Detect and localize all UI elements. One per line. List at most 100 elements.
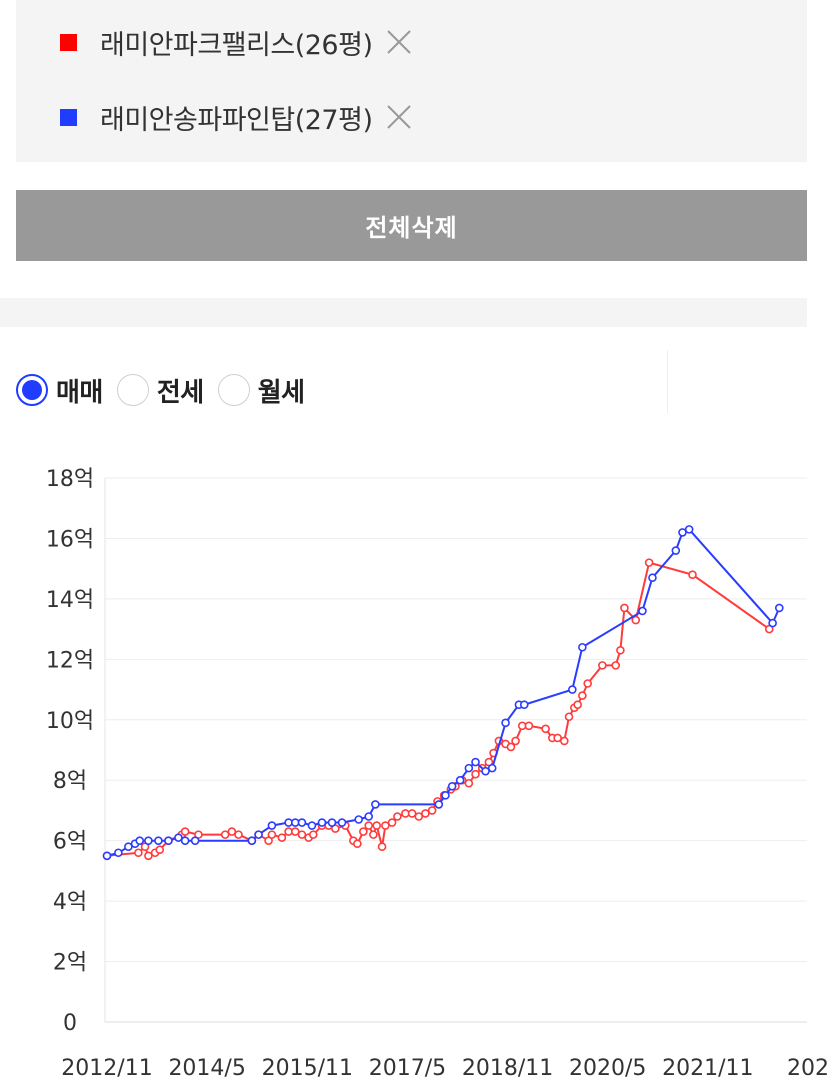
data-point bbox=[560, 736, 569, 746]
data-point bbox=[369, 830, 378, 839]
data-point bbox=[220, 830, 230, 839]
data-point bbox=[277, 833, 287, 842]
radio-label-monthly: 월세 bbox=[257, 377, 305, 408]
data-point bbox=[421, 809, 430, 818]
data-point bbox=[464, 778, 474, 788]
legend-item-park-palace: 래미안파크팰리스(26평) bbox=[60, 22, 414, 62]
data-point bbox=[135, 836, 145, 845]
data-point bbox=[308, 830, 318, 839]
data-point bbox=[583, 679, 592, 688]
close-icon[interactable] bbox=[384, 27, 414, 57]
radio-option-jeonse[interactable]: 전세 bbox=[116, 372, 204, 409]
data-point bbox=[180, 836, 190, 845]
data-point bbox=[501, 718, 510, 728]
data-point bbox=[154, 836, 163, 845]
x-tick-label: 202 bbox=[787, 1056, 827, 1081]
data-point bbox=[267, 821, 277, 830]
x-tick-label: 2017/5 bbox=[369, 1056, 446, 1081]
data-point bbox=[114, 848, 123, 858]
data-point bbox=[407, 809, 417, 818]
data-point bbox=[134, 848, 143, 858]
data-point bbox=[427, 806, 437, 815]
y-tick-label: 10억 bbox=[46, 709, 94, 734]
data-point bbox=[353, 839, 362, 848]
compare-legend-panel: 래미안파크팰리스(26평) 래미안송파파인탑(27평) bbox=[16, 0, 807, 162]
data-point bbox=[297, 818, 307, 827]
data-point bbox=[638, 606, 647, 616]
data-point bbox=[506, 742, 516, 752]
radio-option-monthly[interactable]: 월세 bbox=[217, 372, 305, 409]
delete-all-button[interactable]: 전체삭제 bbox=[16, 190, 807, 261]
data-point bbox=[124, 842, 133, 852]
data-point bbox=[519, 700, 529, 709]
legend-label: 래미안파크팰리스(26평) bbox=[100, 29, 373, 61]
data-point bbox=[381, 821, 390, 830]
data-point bbox=[372, 821, 382, 830]
close-icon[interactable] bbox=[384, 102, 414, 132]
data-point bbox=[768, 618, 777, 628]
data-point bbox=[524, 721, 534, 731]
data-point bbox=[648, 573, 657, 583]
x-tick-label: 2020/5 bbox=[569, 1056, 646, 1081]
data-point bbox=[102, 851, 112, 861]
x-tick-label: 2015/11 bbox=[262, 1056, 353, 1081]
data-point bbox=[644, 558, 654, 567]
data-point bbox=[511, 736, 520, 746]
data-point bbox=[573, 700, 582, 709]
y-tick-label: 16억 bbox=[46, 527, 94, 552]
data-point bbox=[541, 724, 550, 734]
data-point bbox=[155, 845, 165, 855]
data-point bbox=[434, 800, 444, 809]
data-point bbox=[234, 830, 243, 839]
data-point bbox=[359, 827, 368, 836]
x-tick-label: 2014/5 bbox=[168, 1056, 245, 1081]
data-point bbox=[684, 525, 694, 534]
data-point bbox=[247, 836, 257, 845]
x-tick-label: 2018/11 bbox=[462, 1056, 553, 1081]
data-point bbox=[598, 661, 607, 670]
radio-unchecked-icon[interactable] bbox=[217, 374, 250, 406]
y-tick-label: 2억 bbox=[53, 951, 87, 976]
data-point bbox=[455, 775, 465, 785]
data-point bbox=[414, 812, 424, 821]
x-tick-label: 2021/11 bbox=[662, 1056, 753, 1081]
y-tick-label: 12억 bbox=[46, 648, 94, 673]
data-point bbox=[297, 830, 307, 839]
radio-checked-icon[interactable] bbox=[16, 374, 48, 406]
data-point bbox=[144, 851, 153, 861]
data-point bbox=[620, 603, 629, 613]
data-point bbox=[254, 830, 263, 839]
data-point bbox=[447, 781, 457, 791]
data-point bbox=[364, 812, 374, 821]
data-point bbox=[487, 763, 497, 773]
price-trend-chart: 18억 16억 14억 12억 10억 8억 6억 4억 2억 0 2012/11 2014/5 201… bbox=[46, 467, 827, 1081]
radio-option-sale[interactable]: 매매 bbox=[16, 372, 103, 409]
radio-label-sale: 매매 bbox=[56, 377, 103, 408]
data-point bbox=[354, 815, 363, 824]
legend-label: 래미안송파파인탑(27평) bbox=[100, 104, 373, 136]
data-point bbox=[688, 570, 697, 580]
y-tick-label: 8억 bbox=[53, 769, 87, 794]
y-tick-label: 0 bbox=[63, 1011, 77, 1036]
data-point bbox=[671, 546, 681, 555]
radio-unchecked-icon[interactable] bbox=[116, 374, 149, 406]
data-point bbox=[393, 812, 402, 821]
y-tick-label: 6억 bbox=[53, 830, 87, 855]
red-square-icon bbox=[60, 33, 77, 51]
data-point bbox=[180, 827, 190, 836]
data-point bbox=[678, 528, 687, 537]
data-point bbox=[317, 818, 327, 827]
data-point bbox=[190, 836, 200, 845]
radio-label-jeonse: 전세 bbox=[156, 377, 204, 408]
data-point bbox=[471, 757, 480, 767]
data-point bbox=[464, 763, 474, 773]
data-point bbox=[227, 827, 237, 836]
data-point bbox=[471, 769, 480, 779]
section-divider bbox=[0, 298, 807, 327]
y-tick-label: 4억 bbox=[53, 890, 87, 915]
data-point bbox=[267, 830, 277, 839]
series-line-1 bbox=[106, 561, 770, 858]
data-point bbox=[578, 691, 587, 700]
data-point bbox=[564, 712, 574, 722]
trade-type-radio-group: 매매 전세 월세 bbox=[16, 366, 319, 414]
